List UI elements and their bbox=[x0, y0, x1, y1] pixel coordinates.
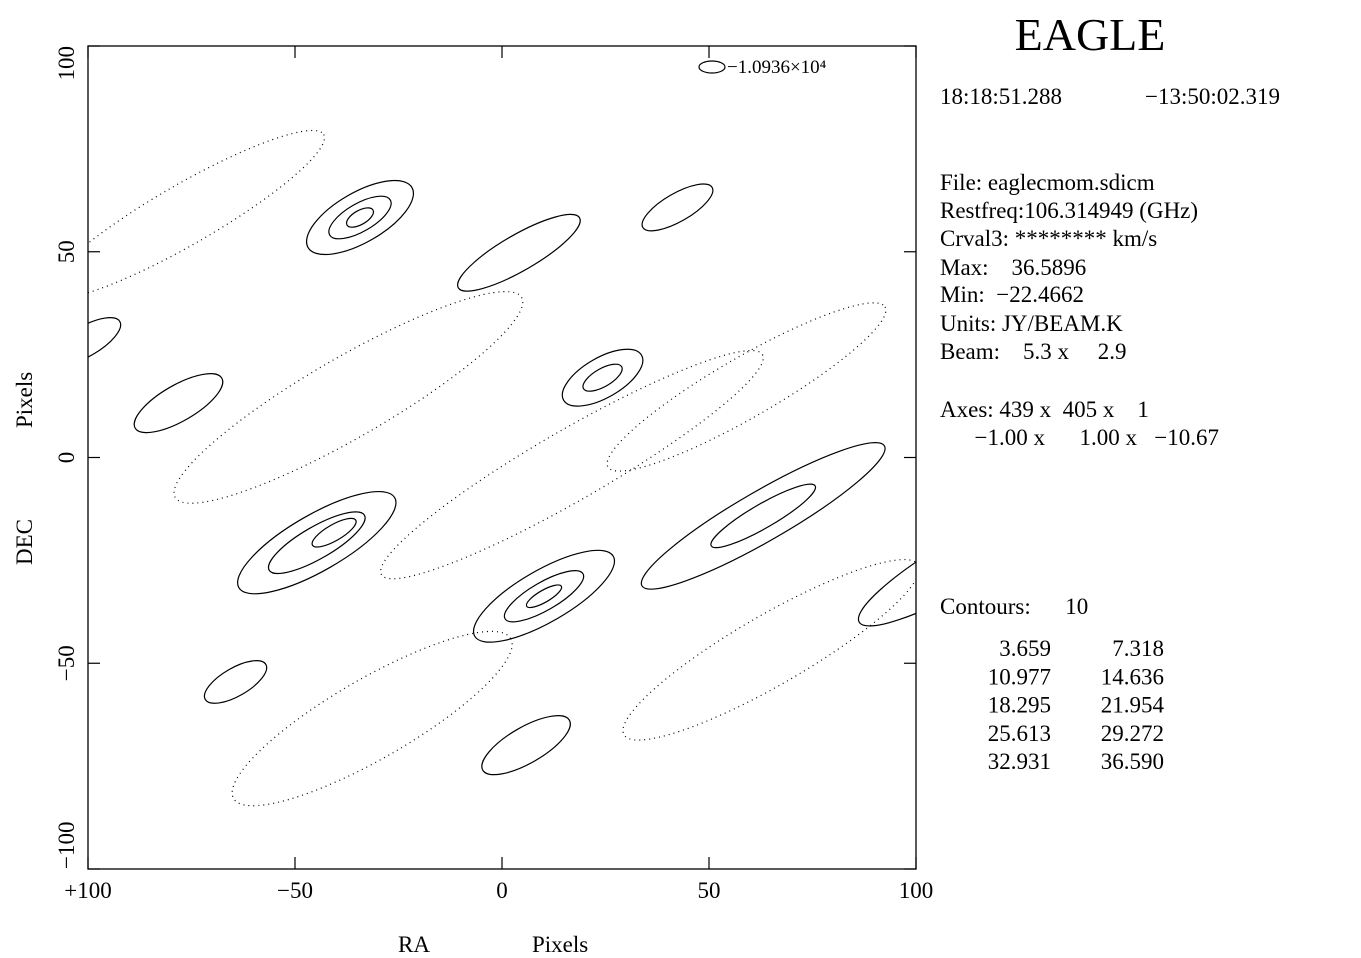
x-axis-label: Pixels bbox=[532, 932, 588, 957]
contours-heading: Contours: 10 bbox=[940, 594, 1088, 619]
contour-level: 32.931 bbox=[988, 749, 1051, 774]
x-tick-label: 50 bbox=[698, 878, 721, 903]
info-line: Restfreq:106.314949 (GHz) bbox=[940, 198, 1198, 223]
x-tick-label: −50 bbox=[277, 878, 313, 903]
contour-level: 18.295 bbox=[988, 693, 1051, 718]
contour-level: 3.659 bbox=[999, 636, 1051, 661]
contour-level: 21.954 bbox=[1101, 693, 1165, 718]
info-line: Max: 36.5896 bbox=[940, 255, 1086, 280]
x-axis-label: RA bbox=[398, 932, 430, 957]
axes-line: Axes: 439 x 405 x 1 bbox=[940, 397, 1149, 422]
contour-level: 29.272 bbox=[1101, 721, 1164, 746]
y-tick-label: −50 bbox=[54, 645, 79, 681]
contour-level: 36.590 bbox=[1101, 749, 1164, 774]
x-tick-label: 100 bbox=[899, 878, 934, 903]
y-tick-label: −100 bbox=[54, 822, 79, 869]
info-line: Min: −22.4662 bbox=[940, 282, 1084, 307]
contour-level: 25.613 bbox=[988, 721, 1051, 746]
x-tick-label: 0 bbox=[496, 878, 508, 903]
contour-level: 14.636 bbox=[1101, 664, 1164, 689]
info-line: Units: JY/BEAM.K bbox=[940, 311, 1123, 336]
dec-coordinate: −13:50:02.319 bbox=[1145, 84, 1280, 109]
info-line: Crval3: ******** km/s bbox=[940, 226, 1157, 251]
y-tick-label: 0 bbox=[54, 452, 79, 464]
y-tick-label: 100 bbox=[54, 46, 79, 81]
contour-decoration bbox=[88, 60, 916, 807]
plot-frame bbox=[87, 45, 917, 870]
axes-line: −1.00 x 1.00 x −10.67 bbox=[940, 425, 1219, 450]
ra-coordinate: 18:18:51.288 bbox=[940, 84, 1062, 109]
info-line: Beam: 5.3 x 2.9 bbox=[940, 339, 1127, 364]
contour-level: 7.318 bbox=[1112, 636, 1164, 661]
info-line: File: eaglecmom.sdicm bbox=[940, 170, 1155, 195]
y-axis-label: Pixels bbox=[12, 372, 37, 428]
chart-title: EAGLE bbox=[1015, 9, 1166, 60]
y-tick-label: 50 bbox=[54, 240, 79, 263]
x-tick-label: +100 bbox=[64, 878, 111, 903]
annotation: −1.0936×10⁴ bbox=[727, 57, 827, 78]
contour-level: 10.977 bbox=[988, 664, 1051, 689]
y-axis-label: DEC bbox=[12, 519, 37, 565]
